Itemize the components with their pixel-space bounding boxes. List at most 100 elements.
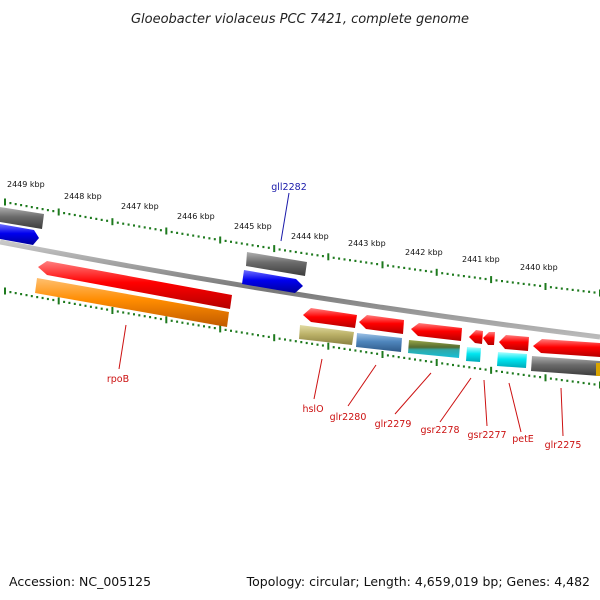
gene-rpoC[interactable] [38, 261, 232, 309]
pointer-glr2279 [394, 372, 432, 415]
gene-glr2276[interactable] [533, 339, 600, 357]
minor-tick [321, 255, 324, 258]
minor-tick [36, 296, 39, 299]
minor-tick [267, 335, 270, 338]
minor-tick [506, 280, 509, 283]
minor-tick [246, 243, 249, 246]
minor-tick [468, 366, 471, 369]
minor-tick [100, 218, 103, 221]
minor-tick [289, 339, 292, 342]
gene-glr2279-top[interactable] [411, 323, 462, 341]
minor-tick [528, 374, 531, 377]
gene-glr2279[interactable] [408, 340, 460, 358]
minor-tick [533, 284, 536, 287]
gene-label-glr2279[interactable]: glr2279 [375, 419, 412, 430]
minor-tick [560, 287, 563, 290]
minor-tick [424, 360, 427, 363]
minor-tick [349, 348, 351, 351]
gene-glr2275[interactable] [531, 356, 600, 376]
major-tick [111, 307, 114, 314]
minor-tick [84, 304, 87, 307]
minor-tick [338, 346, 341, 350]
kbp-label: 2449 kbp [7, 180, 45, 189]
gene-gsr2277-top[interactable] [483, 332, 495, 345]
genome-summary-text: Topology: circular; Length: 4,659,019 bp… [246, 574, 590, 589]
minor-tick [95, 306, 98, 309]
gene-petE[interactable] [497, 352, 527, 368]
minor-tick [430, 270, 433, 273]
gene-hslO[interactable] [299, 325, 354, 345]
pointer-glr2275 [560, 387, 564, 437]
minor-tick [468, 275, 471, 278]
minor-tick [63, 300, 66, 303]
minor-tick [208, 326, 211, 329]
minor-tick [522, 282, 525, 285]
minor-tick [484, 277, 487, 281]
pointer-gsr2277 [483, 379, 488, 427]
major-tick [165, 227, 168, 235]
gene-hslO-top[interactable] [303, 308, 357, 328]
minor-tick [311, 342, 314, 345]
minor-tick [414, 358, 416, 361]
minor-tick [495, 370, 498, 373]
minor-tick [116, 221, 119, 224]
gene-gll2283-b[interactable] [0, 224, 39, 245]
tick-row-bottom [4, 287, 600, 389]
gene-label-gsr2278[interactable]: gsr2278 [420, 425, 459, 436]
minor-tick [203, 325, 205, 328]
minor-tick [501, 280, 503, 283]
minor-tick [479, 367, 482, 370]
gene-petE-top[interactable] [499, 335, 529, 351]
minor-tick [25, 205, 28, 208]
genome-backbone [0, 239, 600, 340]
minor-tick [235, 330, 238, 333]
minor-tick [41, 296, 44, 300]
minor-tick [300, 251, 303, 254]
pointer-hslO [313, 358, 323, 400]
major-tick [273, 334, 276, 342]
gene-gll2283[interactable] [0, 207, 44, 229]
minor-tick [533, 375, 536, 378]
minor-tick [181, 232, 184, 235]
pointer-rpoB [118, 324, 127, 370]
minor-tick [349, 259, 351, 262]
gene-label-gsr2277[interactable]: gsr2277 [467, 430, 506, 441]
minor-tick [224, 328, 227, 331]
minor-tick [560, 379, 563, 382]
minor-tick [240, 331, 243, 334]
gene-gsr2278-top[interactable] [469, 330, 483, 344]
minor-tick [203, 236, 205, 239]
gene-glr2281[interactable] [359, 315, 404, 334]
pointer-gll2282 [280, 192, 290, 242]
gene-label-pointers [118, 192, 564, 437]
minor-tick [392, 355, 395, 358]
gene-glr2280[interactable] [356, 333, 402, 352]
kbp-label: 2443 kbp [348, 239, 386, 248]
minor-tick [424, 269, 427, 273]
minor-tick [343, 258, 346, 261]
minor-tick [506, 371, 509, 374]
gene-gsr2278[interactable] [466, 347, 481, 362]
gene-label-rpoB[interactable]: rpoB [107, 374, 129, 385]
minor-tick [484, 368, 487, 371]
gene-rpoB[interactable] [35, 278, 229, 327]
minor-tick [359, 260, 362, 263]
gene-label-glr2280[interactable]: glr2280 [330, 412, 367, 423]
gene-gll2282[interactable] [246, 252, 307, 276]
minor-tick [36, 207, 39, 210]
accession-text: Accession: NC_005125 [9, 574, 151, 589]
minor-tick [566, 288, 569, 291]
gene-label-glr2275[interactable]: glr2275 [545, 440, 582, 451]
minor-tick [235, 241, 238, 244]
gene-gll2281[interactable] [242, 270, 303, 293]
minor-tick [41, 208, 44, 211]
minor-tick [154, 317, 157, 320]
minor-tick [370, 351, 373, 355]
minor-tick [20, 293, 23, 296]
minor-tick [84, 215, 87, 219]
gene-label-hslO[interactable]: hslO [302, 404, 323, 415]
minor-tick [278, 337, 281, 340]
gene-label-gll2282[interactable]: gll2282 [271, 182, 307, 193]
gene-label-petE[interactable]: petE [512, 434, 534, 445]
